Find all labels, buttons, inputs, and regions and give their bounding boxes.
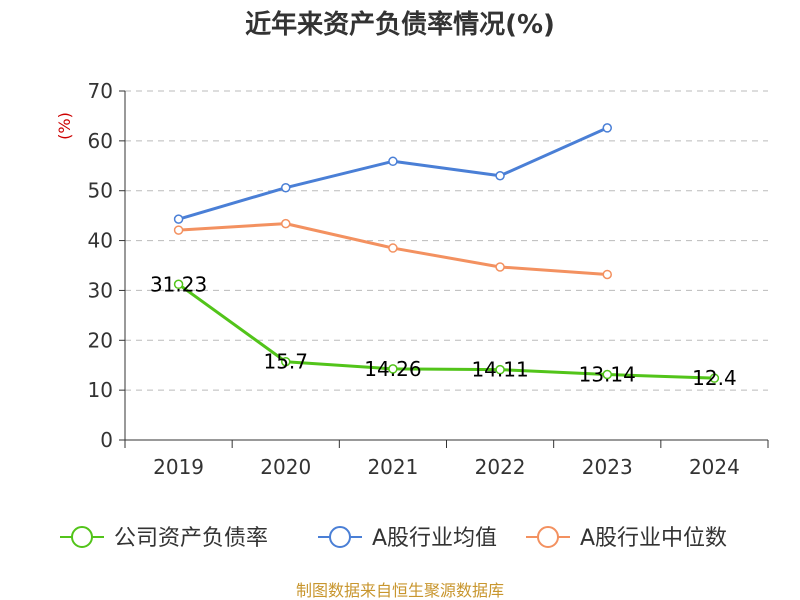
series-point-0 bbox=[173, 279, 184, 290]
series-line-0 bbox=[177, 283, 715, 380]
series-point-1 bbox=[173, 214, 184, 224]
y-tick-label: 20 bbox=[88, 328, 113, 352]
y-tick-label: 70 bbox=[88, 79, 113, 103]
data-label: 15.7 bbox=[263, 350, 308, 374]
x-tick-label: 2021 bbox=[367, 455, 418, 479]
series-point-1 bbox=[388, 156, 398, 167]
data-label: 13.14 bbox=[579, 362, 636, 386]
legend-label: A股行业均值 bbox=[372, 526, 497, 551]
series-point-2 bbox=[281, 218, 291, 229]
data-label: 14.11 bbox=[471, 358, 528, 382]
series-point-1 bbox=[602, 123, 612, 133]
chart-title: 近年来资产负债率情况(%) bbox=[245, 9, 555, 40]
y-tick-label: 40 bbox=[88, 229, 113, 253]
legend-marker-0 bbox=[71, 526, 93, 548]
legend-marker-2 bbox=[537, 526, 559, 548]
source-note: 制图数据来自恒生聚源数据库 bbox=[296, 581, 504, 600]
legend-label: A股行业中位数 bbox=[580, 526, 727, 551]
series-lines bbox=[173, 123, 720, 383]
series-point-2 bbox=[173, 225, 184, 235]
legend-label: 公司资产负债率 bbox=[114, 526, 268, 551]
y-tick-label: 60 bbox=[88, 129, 113, 153]
x-tick-label: 2022 bbox=[475, 455, 526, 479]
series-point-2 bbox=[602, 269, 612, 280]
data-label: 12.4 bbox=[692, 366, 737, 390]
y-tick-label: 50 bbox=[88, 179, 113, 203]
series-point-0 bbox=[281, 356, 291, 367]
x-tick-label: 2020 bbox=[260, 455, 311, 479]
legend: 公司资产负债率 A股行业均值 A股行业中位数 bbox=[60, 526, 727, 551]
series-point-0 bbox=[709, 373, 720, 383]
series-point-1 bbox=[495, 171, 505, 181]
series-point-1 bbox=[281, 182, 291, 193]
y-tick-label: 30 bbox=[88, 278, 113, 302]
series-line-1 bbox=[178, 126, 608, 221]
legend-marker-1 bbox=[329, 526, 351, 548]
y-axis-unit-label: (%) bbox=[55, 112, 74, 140]
series-point-0 bbox=[602, 369, 612, 380]
data-label: 14.26 bbox=[364, 357, 421, 381]
series-point-0 bbox=[388, 364, 398, 374]
series-point-0 bbox=[495, 364, 505, 375]
series-point-2 bbox=[388, 243, 398, 253]
y-tick-label: 0 bbox=[100, 428, 113, 452]
data-label: 31.23 bbox=[150, 272, 207, 296]
y-tick-label: 10 bbox=[88, 378, 113, 402]
series-point-2 bbox=[495, 262, 505, 272]
x-tick-label: 2024 bbox=[689, 455, 740, 479]
x-tick-label: 2019 bbox=[153, 455, 204, 479]
data-labels: 31.23 15.7 14.26 14.11 13.14 12.4 bbox=[150, 272, 737, 390]
axes: 0 10 20 30 40 50 60 70 2019 2020 2021 2022 2023 2024 bbox=[88, 79, 769, 479]
x-tick-label: 2023 bbox=[582, 455, 633, 479]
grid-lines bbox=[125, 90, 768, 391]
